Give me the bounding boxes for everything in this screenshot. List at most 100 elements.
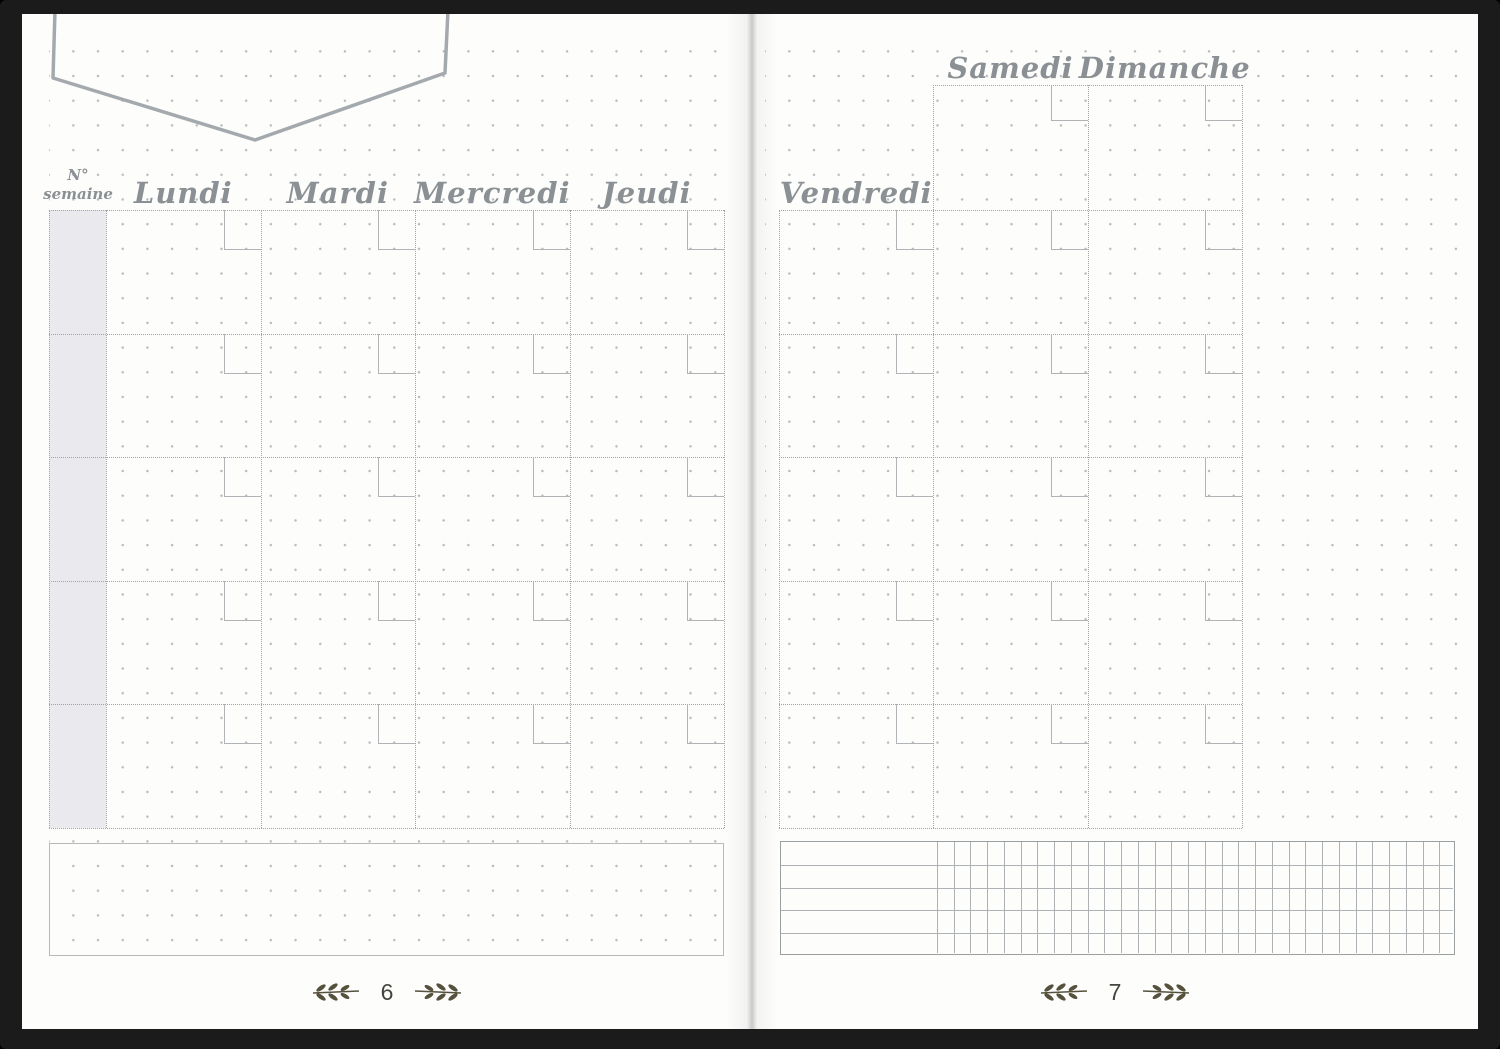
date-number-square — [1204, 210, 1242, 250]
tracker-column-rule — [1288, 842, 1290, 953]
grid-vertical-rule — [779, 210, 780, 828]
tracker-column-rule — [1054, 842, 1056, 953]
date-number-square — [1050, 457, 1088, 498]
date-number-square — [687, 457, 724, 498]
page-number: 6 — [380, 978, 394, 1005]
tracker-column-rule — [1238, 842, 1240, 953]
grid-horizontal-rule — [779, 333, 1242, 335]
dot-grid-background — [765, 30, 1460, 830]
grid-horizontal-rule — [779, 457, 1242, 459]
tracker-column-rule — [1204, 842, 1206, 953]
tracker-row-rule — [781, 933, 1453, 935]
laurel-sprig-icon — [1040, 983, 1087, 1001]
date-number-square — [1050, 704, 1088, 745]
week-number-column-header: N° semaine — [43, 166, 113, 204]
date-number-square — [687, 210, 724, 250]
grid-horizontal-rule — [933, 85, 1242, 86]
grid-vertical-rule — [260, 210, 262, 828]
tracker-column-rule — [1439, 842, 1441, 953]
date-number-square — [223, 333, 261, 374]
laurel-sprig-icon — [312, 983, 359, 1001]
week-header-line1: N° — [67, 166, 89, 184]
tracker-column-rule — [987, 842, 989, 953]
grid-horizontal-rule — [49, 704, 724, 706]
tracker-row-rule — [781, 910, 1453, 912]
date-number-square — [896, 704, 934, 745]
grid-vertical-rule — [49, 210, 50, 828]
tracker-column-rule — [1087, 842, 1089, 953]
date-number-square — [378, 704, 415, 745]
grid-vertical-rule — [724, 210, 725, 828]
grid-vertical-rule — [569, 210, 571, 828]
week-number-column — [49, 210, 106, 828]
date-number-square — [223, 210, 261, 250]
date-number-square — [1050, 210, 1088, 250]
tracker-column-rule — [1020, 842, 1022, 953]
date-number-square — [896, 210, 934, 250]
tracker-column-rule — [1255, 842, 1257, 953]
date-number-square — [223, 457, 261, 498]
tracker-column-rule — [1322, 842, 1324, 953]
tracker-row-rule — [781, 864, 1453, 866]
date-number-square — [532, 704, 570, 745]
grid-vertical-rule — [415, 210, 416, 828]
date-number-square — [378, 457, 415, 498]
tracker-column-rule — [1271, 842, 1273, 953]
grid-horizontal-rule — [779, 210, 1242, 211]
tracker-column-rule — [970, 842, 972, 953]
tracker-column-rule — [1355, 842, 1357, 953]
grid-horizontal-rule — [779, 580, 1242, 582]
date-number-square — [687, 704, 724, 745]
date-number-square — [1050, 85, 1088, 121]
date-number-square — [1204, 85, 1242, 121]
laurel-sprig-icon — [415, 983, 462, 1001]
date-number-square — [1204, 580, 1242, 621]
date-number-square — [687, 580, 724, 621]
grid-vertical-rule — [1087, 85, 1089, 828]
notes-box — [49, 843, 724, 956]
day-header-mardi: Mardi — [286, 176, 389, 210]
date-number-square — [1204, 704, 1242, 745]
grid-vertical-rule — [933, 85, 935, 828]
date-number-square — [532, 457, 570, 498]
left-page-footer: 6 — [22, 976, 752, 1008]
pennant-banner-icon — [51, 14, 450, 142]
day-header-samedi: Samedi — [947, 51, 1074, 85]
grid-horizontal-rule — [49, 457, 724, 459]
page-number: 7 — [1108, 978, 1122, 1005]
grid-horizontal-rule — [49, 828, 724, 829]
date-number-square — [896, 457, 934, 498]
date-number-square — [1204, 333, 1242, 374]
tracker-column-rule — [1305, 842, 1307, 953]
date-number-square — [896, 333, 934, 374]
grid-horizontal-rule — [49, 580, 724, 582]
date-number-square — [532, 210, 570, 250]
day-header-vendredi: Vendredi — [779, 176, 933, 210]
date-number-square — [378, 333, 415, 374]
grid-horizontal-rule — [779, 704, 1242, 706]
right-page-footer: 7 — [752, 976, 1478, 1008]
tracker-column-rule — [953, 842, 955, 953]
tracker-column-rule — [1037, 842, 1039, 953]
grid-horizontal-rule — [49, 333, 724, 335]
monthly-tracker-table — [780, 841, 1455, 955]
tracker-column-rule — [1221, 842, 1223, 953]
day-header-jeudi: Jeudi — [601, 176, 692, 210]
date-number-square — [532, 580, 570, 621]
laurel-sprig-icon — [1143, 983, 1190, 1001]
day-header-dimanche: Dimanche — [1078, 51, 1251, 85]
tracker-column-rule — [1003, 842, 1005, 953]
tracker-column-rule — [1338, 842, 1340, 953]
tracker-column-rule — [1405, 842, 1407, 953]
tracker-row-rule — [781, 887, 1453, 889]
day-header-mercredi: Mercredi — [413, 176, 571, 210]
tracker-column-rule — [1372, 842, 1374, 953]
right-page: 7 Vendredi Samedi Dimanche — [752, 14, 1478, 1029]
dot-grid-background — [49, 30, 724, 956]
tracker-column-rule — [1070, 842, 1072, 953]
tracker-column-rule — [1389, 842, 1391, 953]
date-number-square — [378, 580, 415, 621]
grid-vertical-rule — [1241, 85, 1243, 828]
date-number-square — [532, 333, 570, 374]
